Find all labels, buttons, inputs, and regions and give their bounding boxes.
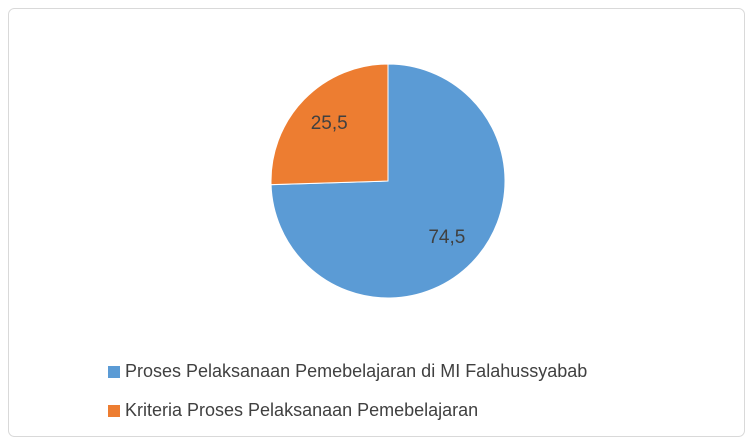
- legend-label: Kriteria Proses Pelaksanaan Pemebelajara…: [125, 400, 478, 420]
- pie-slice: [270, 63, 389, 186]
- pie-slice: [270, 63, 506, 299]
- data-label: 74,5: [428, 227, 465, 248]
- legend-swatch: [108, 366, 120, 378]
- data-label: 25,5: [311, 113, 348, 134]
- legend-swatch: [108, 405, 120, 417]
- legend-label: Proses Pelaksanaan Pemebelajaran di MI F…: [125, 361, 587, 381]
